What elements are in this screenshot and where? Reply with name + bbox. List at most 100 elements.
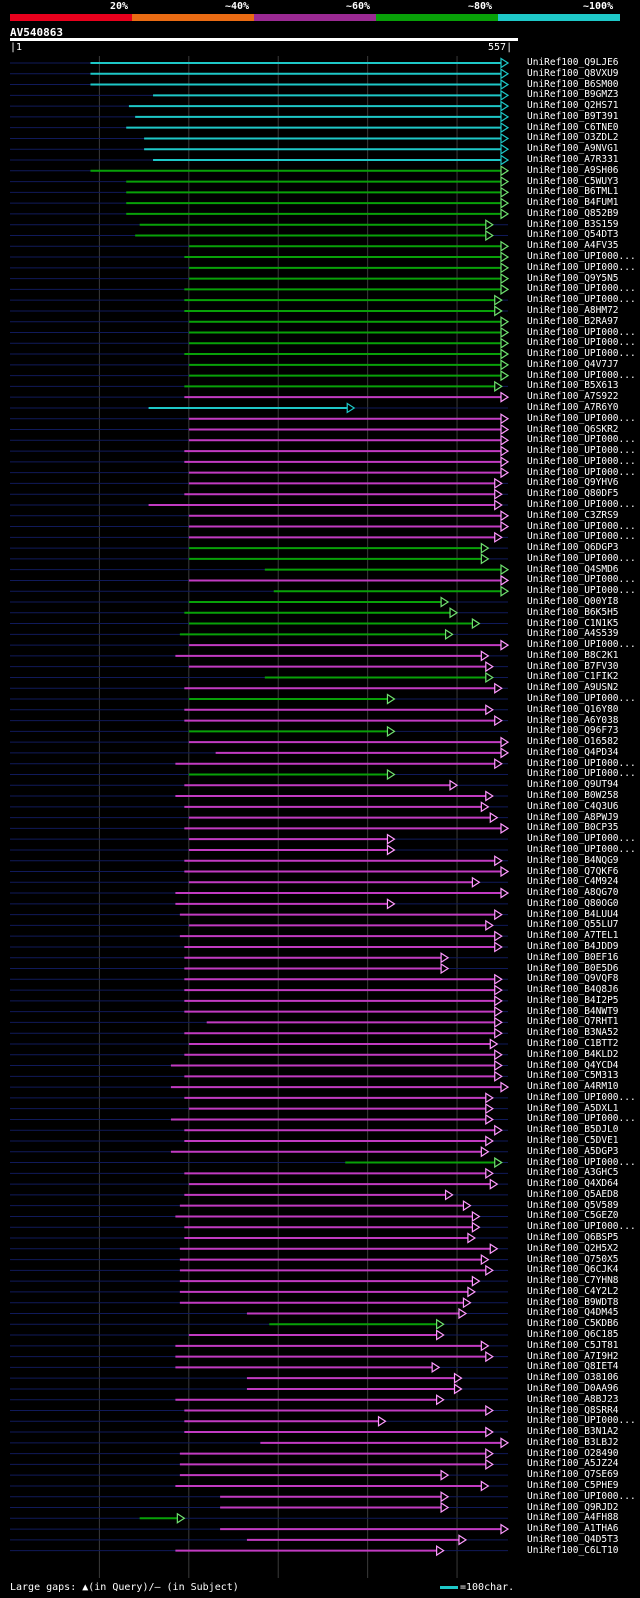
hit-label[interactable]: UniRef100_UPI000...	[527, 768, 636, 780]
hit-row[interactable]	[10, 1275, 508, 1287]
hit-row[interactable]	[10, 596, 508, 608]
hit-label[interactable]: UniRef100_C5M313	[527, 1070, 619, 1082]
hit-row[interactable]	[10, 1415, 508, 1427]
hit-row[interactable]	[10, 1059, 508, 1072]
hit-row[interactable]	[10, 359, 510, 371]
hit-row[interactable]	[10, 57, 510, 69]
hit-label[interactable]: UniRef100_B4NQG9	[527, 854, 619, 866]
hit-row[interactable]	[10, 1480, 508, 1492]
hit-label[interactable]: UniRef100_B4FUM1	[527, 197, 619, 209]
hit-row[interactable]	[10, 1469, 508, 1481]
hit-row[interactable]	[10, 768, 508, 781]
hit-row[interactable]	[10, 553, 508, 565]
hit-label[interactable]: UniRef100_Q54DT3	[527, 229, 619, 241]
hit-label[interactable]: UniRef100_A4FV35	[527, 240, 619, 252]
hit-row[interactable]	[10, 898, 508, 910]
hit-label[interactable]: UniRef100_Q4SMD6	[527, 563, 619, 575]
hit-row[interactable]	[10, 671, 508, 684]
hit-label[interactable]: UniRef100_Q9Y5N5	[527, 272, 619, 284]
hit-row[interactable]	[10, 510, 510, 522]
hit-row[interactable]	[10, 661, 508, 673]
hit-row[interactable]	[10, 887, 510, 899]
hit-row[interactable]	[10, 100, 510, 112]
hit-label[interactable]: UniRef100_C5DVE1	[527, 1135, 619, 1146]
hit-label[interactable]: UniRef100_Q6C185	[527, 1329, 619, 1341]
hit-label[interactable]: UniRef100_Q9LJE6	[527, 57, 619, 68]
hit-row[interactable]	[10, 941, 508, 953]
hit-row[interactable]	[10, 995, 508, 1007]
hit-row[interactable]	[10, 499, 508, 511]
hit-label[interactable]: UniRef100_A4S539	[527, 628, 619, 640]
hit-row[interactable]	[10, 240, 510, 252]
hit-row[interactable]	[10, 1372, 508, 1384]
hit-label[interactable]: UniRef100_A5JZ24	[527, 1458, 619, 1470]
hit-label[interactable]: UniRef100_A7R6Y0	[527, 401, 619, 413]
hit-row[interactable]	[10, 1458, 508, 1470]
hit-label[interactable]: UniRef100_B5X613	[527, 380, 619, 392]
hit-label[interactable]: UniRef100_A7S922	[527, 391, 619, 403]
hit-row[interactable]	[10, 1329, 508, 1341]
hit-label[interactable]: UniRef100_C5WUY3	[527, 175, 619, 187]
hit-label[interactable]: UniRef100_UPI000...	[527, 369, 636, 381]
hit-row[interactable]	[10, 1049, 508, 1061]
hit-label[interactable]: UniRef100_UPI000...	[527, 455, 636, 467]
hit-row[interactable]	[10, 316, 510, 328]
hit-label[interactable]: UniRef100_Q55LU7	[527, 919, 619, 931]
hit-label[interactable]: UniRef100_UPI000...	[527, 434, 636, 446]
hit-row[interactable]	[10, 1167, 508, 1179]
hit-row[interactable]	[10, 1340, 508, 1352]
hit-row[interactable]	[10, 1135, 508, 1147]
hit-row[interactable]	[10, 370, 510, 382]
hit-row[interactable]	[10, 445, 510, 457]
hit-row[interactable]	[10, 812, 508, 824]
hit-row[interactable]	[10, 962, 508, 975]
hit-label[interactable]: UniRef100_Q2H5X2	[527, 1242, 619, 1254]
hit-row[interactable]	[10, 1512, 508, 1524]
hit-label[interactable]: UniRef100_B4Q8J6	[527, 984, 619, 996]
hit-label[interactable]: UniRef100_UPI000...	[527, 445, 636, 457]
hit-row[interactable]	[10, 704, 508, 716]
hit-row[interactable]	[10, 456, 510, 468]
hit-label[interactable]: UniRef100_C5PHE9	[527, 1479, 619, 1491]
hit-label[interactable]: UniRef100_Q9RJD2	[527, 1501, 619, 1513]
hit-label[interactable]: UniRef100_UPI000...	[527, 412, 636, 424]
hit-label[interactable]: UniRef100_A5DXL1	[527, 1102, 619, 1114]
hit-label[interactable]: UniRef100_B7FV30	[527, 660, 619, 672]
hit-label[interactable]: UniRef100_UPI000...	[527, 326, 636, 338]
hit-label[interactable]: UniRef100_Q4DM45	[527, 1307, 619, 1319]
hit-label[interactable]: UniRef100_B3NA52	[527, 1027, 619, 1039]
hit-label[interactable]: UniRef100_Q16Y80	[527, 703, 619, 715]
hit-label[interactable]: UniRef100_UPI000...	[527, 1091, 636, 1103]
hit-row[interactable]	[10, 1426, 508, 1438]
hit-row[interactable]	[10, 801, 508, 813]
hit-row[interactable]	[10, 1092, 508, 1104]
hit-label[interactable]: UniRef100_Q9VQF8	[527, 973, 619, 985]
hit-label[interactable]: UniRef100_A7R331	[527, 154, 619, 166]
hit-row[interactable]	[10, 1243, 508, 1255]
hit-row[interactable]	[10, 1361, 508, 1373]
hit-row[interactable]	[10, 1016, 508, 1029]
hit-row[interactable]	[10, 219, 508, 231]
hit-row[interactable]	[10, 1156, 508, 1169]
hit-label[interactable]: UniRef100_C1BTT2	[527, 1037, 619, 1049]
hit-label[interactable]: UniRef100_Q750X5	[527, 1253, 619, 1265]
hit-label[interactable]: UniRef100_A9USN2	[527, 682, 619, 694]
hit-row[interactable]	[10, 973, 508, 985]
hit-row[interactable]	[10, 919, 508, 931]
hit-label[interactable]: UniRef100_UPI000...	[527, 466, 636, 478]
hit-label[interactable]: UniRef100_UPI000...	[527, 552, 636, 564]
hit-row[interactable]	[10, 865, 510, 878]
hit-row[interactable]	[10, 1232, 508, 1244]
hit-label[interactable]: UniRef100_B4I2P5	[527, 994, 619, 1006]
hit-label[interactable]: UniRef100_A4FH88	[527, 1512, 619, 1524]
hit-label[interactable]: UniRef100_B9GMZ3	[527, 89, 619, 101]
hit-row[interactable]	[10, 1210, 508, 1223]
hit-label[interactable]: UniRef100_Q852B9	[527, 207, 619, 219]
hit-label[interactable]: UniRef100_O38106	[527, 1372, 619, 1384]
hit-row[interactable]	[10, 779, 508, 791]
hit-label[interactable]: UniRef100_A8PWJ9	[527, 811, 619, 823]
hit-row[interactable]	[10, 1351, 508, 1363]
hit-label[interactable]: UniRef100_B8C2K1	[527, 649, 619, 661]
hit-label[interactable]: UniRef100_B4LUU4	[527, 908, 619, 920]
hit-label[interactable]: UniRef100_D0AA96	[527, 1382, 619, 1394]
